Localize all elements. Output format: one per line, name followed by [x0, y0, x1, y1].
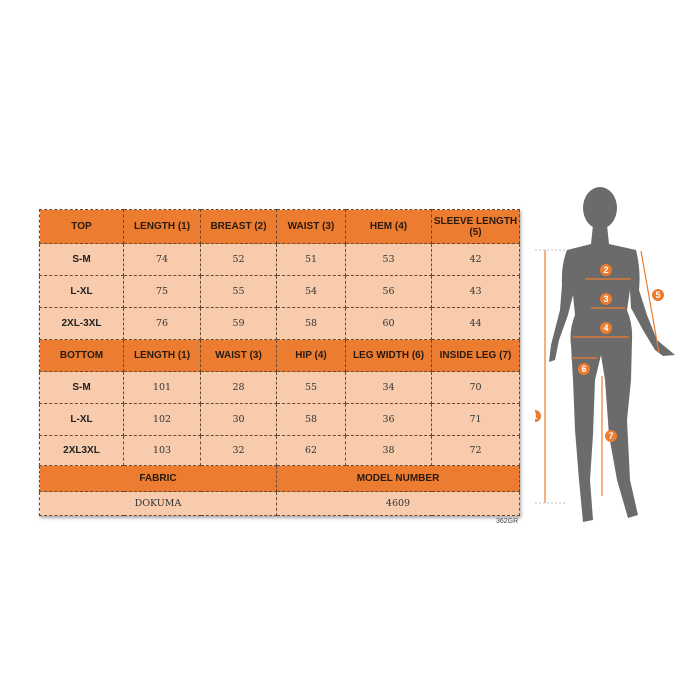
table-cell: 34	[345, 371, 432, 404]
table-cell: 102	[123, 403, 201, 436]
table-cell: 42	[431, 243, 520, 276]
table-cell: 56	[345, 275, 432, 308]
table-cell: 76	[123, 307, 201, 340]
silhouette	[549, 187, 675, 522]
table-row: 2XL3XL 103 32 62 38 72	[39, 435, 520, 466]
table-row: S-M 101 28 55 34 70	[39, 371, 520, 404]
header-cell: LENGTH (1)	[123, 209, 201, 244]
header-cell: TOP	[39, 209, 124, 244]
header-cell: LENGTH (1)	[123, 339, 201, 372]
header-cell: HIP (4)	[276, 339, 346, 372]
header-cell: WAIST (3)	[276, 209, 346, 244]
header-cell: LEG WIDTH (6)	[345, 339, 432, 372]
header-cell: WAIST (3)	[200, 339, 277, 372]
size-chart-table: TOP LENGTH (1) BREAST (2) WAIST (3) HEM (4) S…	[39, 209, 520, 516]
table-cell: 58	[276, 307, 346, 340]
marker-7: 7	[608, 431, 613, 441]
table-cell: 75	[123, 275, 201, 308]
model-value: 4609	[276, 491, 520, 516]
table-cell: 74	[123, 243, 201, 276]
header-cell: BOTTOM	[39, 339, 124, 372]
table-cell: 44	[431, 307, 520, 340]
table-cell: 30	[200, 403, 277, 436]
fabric-label: FABRIC	[39, 465, 277, 492]
table-cell: 28	[200, 371, 277, 404]
table-cell: 70	[431, 371, 520, 404]
table-row: S-M 74 52 51 53 42	[39, 243, 520, 276]
table-cell: 2XL-3XL	[39, 307, 124, 340]
table-cell: 62	[276, 435, 346, 466]
table-cell: 55	[276, 371, 346, 404]
table-cell: 2XL3XL	[39, 435, 124, 466]
info-header-row: FABRIC MODEL NUMBER	[39, 465, 520, 492]
table-cell: 72	[431, 435, 520, 466]
header-cell: INSIDE LEG (7)	[431, 339, 520, 372]
info-row: DOKUMA 4609	[39, 491, 520, 516]
table-cell: 58	[276, 403, 346, 436]
bottom-header-row: BOTTOM LENGTH (1) WAIST (3) HIP (4) LEG WIDT…	[39, 339, 520, 372]
marker-5: 5	[655, 290, 660, 300]
table-cell: S-M	[39, 243, 124, 276]
table-cell: 52	[200, 243, 277, 276]
marker-6: 6	[581, 364, 586, 374]
model-label: MODEL NUMBER	[276, 465, 520, 492]
fabric-value: DOKUMA	[39, 491, 277, 516]
table-row: 2XL-3XL 76 59 58 60 44	[39, 307, 520, 340]
table-cell: 60	[345, 307, 432, 340]
table-cell: 55	[200, 275, 277, 308]
table-cell: 59	[200, 307, 277, 340]
table-cell: L-XL	[39, 275, 124, 308]
marker-3: 3	[603, 294, 608, 304]
header-cell: SLEEVE LENGTH (5)	[431, 209, 520, 244]
header-cell: BREAST (2)	[200, 209, 277, 244]
table-cell: 36	[345, 403, 432, 436]
table-cell: 71	[431, 403, 520, 436]
table-cell: 38	[345, 435, 432, 466]
product-code: 362GR	[496, 518, 519, 525]
table-cell: 32	[200, 435, 277, 466]
body-measurement-diagram: 1 2 3 4 5 6 7	[535, 187, 675, 522]
table-cell: 54	[276, 275, 346, 308]
table-cell: 43	[431, 275, 520, 308]
marker-1: 1	[535, 411, 538, 421]
marker-4: 4	[603, 323, 608, 333]
header-cell: HEM (4)	[345, 209, 432, 244]
table-cell: 51	[276, 243, 346, 276]
table-cell: L-XL	[39, 403, 124, 436]
table-row: L-XL 102 30 58 36 71	[39, 403, 520, 436]
marker-2: 2	[603, 265, 608, 275]
sleeve-arrow	[640, 250, 660, 354]
top-header-row: TOP LENGTH (1) BREAST (2) WAIST (3) HEM (4) S…	[39, 209, 520, 244]
table-cell: S-M	[39, 371, 124, 404]
table-cell: 103	[123, 435, 201, 466]
table-cell: 53	[345, 243, 432, 276]
table-cell: 101	[123, 371, 201, 404]
table-row: L-XL 75 55 54 56 43	[39, 275, 520, 308]
